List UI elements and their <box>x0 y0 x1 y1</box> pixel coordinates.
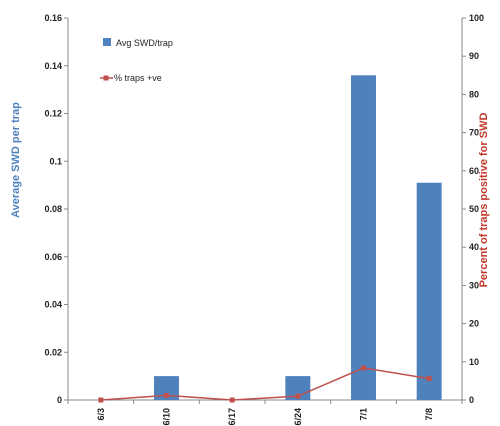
line-point <box>361 365 366 371</box>
bar <box>416 182 442 400</box>
y-tick-label-right: 90 <box>469 51 479 61</box>
bar <box>351 75 376 401</box>
line-point <box>426 376 432 382</box>
legend-swatch-marker <box>103 75 109 81</box>
x-tick-label: 6/17 <box>227 408 237 426</box>
y-axis-title-right: Percent of traps positive for SWD <box>478 113 490 288</box>
legend: Avg SWD/trap % traps +ve <box>100 38 173 83</box>
x-tick-label: 7/8 <box>424 408 434 421</box>
x-tick-label: 7/1 <box>359 408 369 421</box>
y-tick-label-left: 0.04 <box>44 300 62 310</box>
y-tick-label-left: 0.1 <box>49 156 62 166</box>
line-series-path <box>100 367 430 401</box>
y-tick-label-right: 40 <box>469 242 479 252</box>
line-point <box>229 397 235 403</box>
x-tick-label: 6/24 <box>293 408 303 426</box>
legend-swatch-bar <box>103 38 111 46</box>
y-tick-label-right: 10 <box>469 357 479 367</box>
legend-label-line: % traps +ve <box>114 73 162 83</box>
x-tick-label: 6/3 <box>96 408 106 421</box>
y-tick-label-left: 0.08 <box>44 204 62 214</box>
line-point <box>98 397 104 403</box>
line-series-group <box>98 365 432 403</box>
y-tick-label-right: 80 <box>469 89 479 99</box>
y-tick-label-left: 0.02 <box>44 347 62 357</box>
y-tick-label-left: 0.14 <box>44 61 62 71</box>
y-tick-label-left: 0.12 <box>44 109 62 119</box>
y-tick-label-right: 0 <box>469 395 474 405</box>
y-tick-label-right: 20 <box>469 319 479 329</box>
y-tick-label-left: 0 <box>57 395 62 405</box>
y-tick-label-left: 0.16 <box>44 13 62 23</box>
y-tick-label-right: 30 <box>469 280 479 290</box>
bar <box>154 376 179 400</box>
x-tick-label: 6/10 <box>162 408 172 426</box>
y-axis-title-left: Average SWD per trap <box>10 102 22 218</box>
y-tick-label-left: 0.06 <box>44 252 62 262</box>
y-tick-label-right: 50 <box>469 204 479 214</box>
line-point <box>164 392 169 398</box>
y-tick-label-right: 60 <box>469 166 479 176</box>
axes-group: 0 0.02 0.04 0.06 0.08 0.1 0.12 0.14 0.16 0 10 20 30 4… <box>44 13 484 426</box>
bars-group <box>154 75 442 401</box>
y-tick-label-right: 100 <box>469 13 484 23</box>
y-tick-label-right: 70 <box>469 128 479 138</box>
legend-label-bar: Avg SWD/trap <box>116 38 173 48</box>
line-point <box>295 393 301 399</box>
